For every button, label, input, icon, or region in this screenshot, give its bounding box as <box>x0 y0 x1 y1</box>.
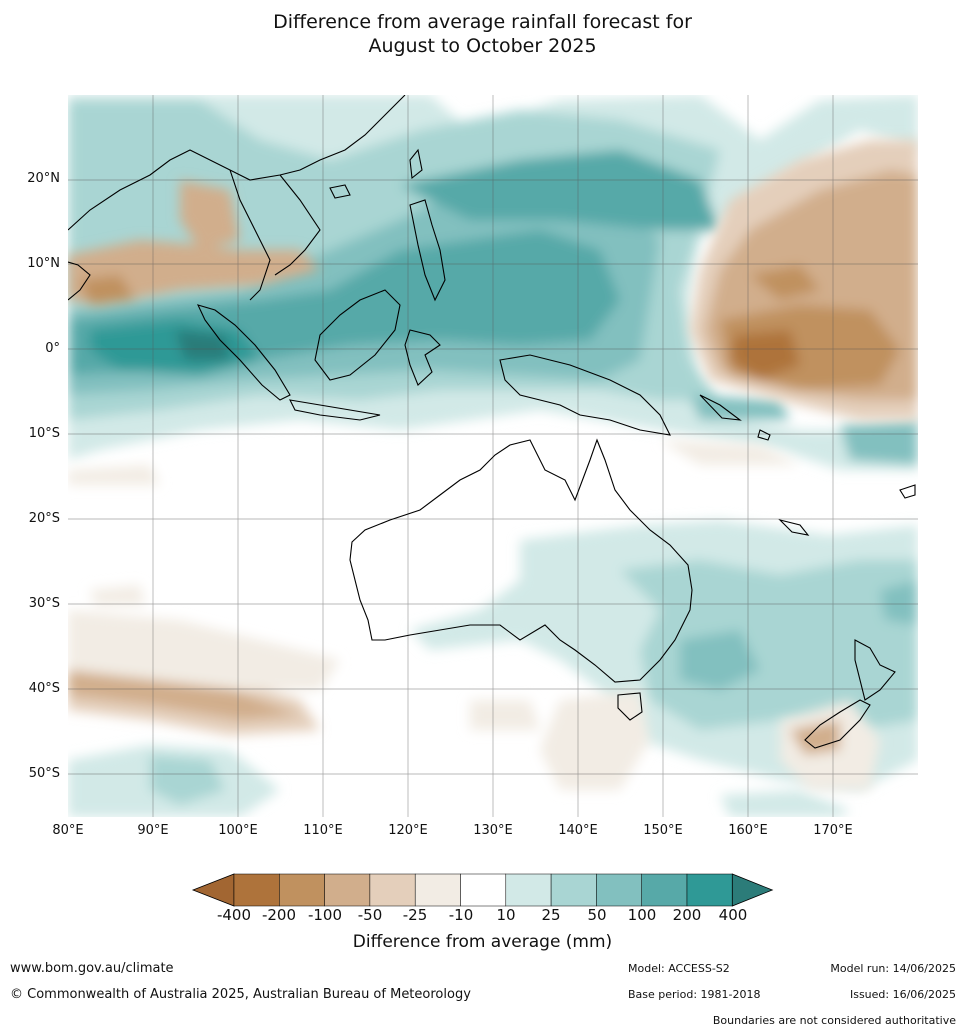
colorbar-swatch <box>596 873 642 907</box>
rainfall-anomaly-field <box>68 95 918 817</box>
colorbar-label: 25 <box>541 906 561 924</box>
colorbar-swatch <box>279 873 325 907</box>
lon-tick-label: 130°E <box>473 823 513 838</box>
lon-tick-label: 100°E <box>218 823 258 838</box>
title-line-2: August to October 2025 <box>368 35 597 57</box>
colorbar-swatch <box>324 873 371 907</box>
colorbar-swatch <box>550 873 597 907</box>
colorbar-swatch <box>460 873 507 907</box>
lon-tick-label: 90°E <box>137 823 169 838</box>
issued-date: Issued: 16/06/2025 <box>849 988 956 1001</box>
lon-tick-label: 120°E <box>388 823 428 838</box>
model-name: Model: ACCESS-S2 <box>628 962 730 975</box>
colorbar-label: 50 <box>587 906 607 924</box>
graticule <box>68 95 918 817</box>
lat-tick-label: 20°S <box>28 511 60 526</box>
lat-tick-label: 10°N <box>27 256 60 271</box>
colorbar-label: -200 <box>261 906 297 924</box>
colorbar <box>191 873 774 907</box>
base-period: Base period: 1981-2018 <box>628 988 761 1001</box>
lon-tick-label: 110°E <box>303 823 343 838</box>
lat-tick-label: 30°S <box>28 596 60 611</box>
colorbar-arrow-left <box>191 873 235 907</box>
colorbar-label: 10 <box>496 906 516 924</box>
colorbar-title: Difference from average (mm) <box>352 932 613 952</box>
website-link[interactable]: www.bom.gov.au/climate <box>10 961 174 976</box>
colorbar-label: -50 <box>357 906 383 924</box>
lat-tick-label: 0° <box>45 341 60 356</box>
colorbar-swatch <box>414 873 461 907</box>
coastlines <box>68 95 916 749</box>
colorbar-label: 200 <box>672 906 702 924</box>
title-line-1: Difference from average rainfall forecas… <box>273 11 692 33</box>
colorbar-swatch <box>505 873 552 907</box>
lon-tick-label: 80°E <box>52 823 84 838</box>
boundary-disclaimer: Boundaries are not considered authoritat… <box>712 1014 956 1027</box>
colorbar-label: 100 <box>627 906 657 924</box>
dry-anomaly-regions <box>68 140 918 790</box>
colorbar-label: -100 <box>307 906 343 924</box>
model-run-date: Model run: 14/06/2025 <box>830 962 956 975</box>
lat-tick-label: 50°S <box>28 766 60 781</box>
map-title: Difference from average rainfall forecas… <box>0 10 965 58</box>
lat-tick-label: 20°N <box>27 171 60 186</box>
lon-tick-label: 170°E <box>813 823 853 838</box>
lat-tick-label: 10°S <box>28 426 60 441</box>
colorbar-label: -400 <box>216 906 252 924</box>
colorbar-swatch <box>686 873 733 907</box>
colorbar-arrow-right <box>731 873 774 907</box>
colorbar-swatch <box>233 873 280 907</box>
colorbar-label: -25 <box>402 906 428 924</box>
copyright-text: © Commonwealth of Australia 2025, Austra… <box>10 987 471 1002</box>
lat-tick-label: 40°S <box>28 681 60 696</box>
colorbar-label: -10 <box>448 906 474 924</box>
lon-tick-label: 140°E <box>558 823 598 838</box>
lon-tick-label: 150°E <box>643 823 683 838</box>
colorbar-swatch <box>641 873 688 907</box>
colorbar-label: 400 <box>718 906 748 924</box>
colorbar-swatch <box>369 873 416 907</box>
lon-tick-label: 160°E <box>728 823 768 838</box>
